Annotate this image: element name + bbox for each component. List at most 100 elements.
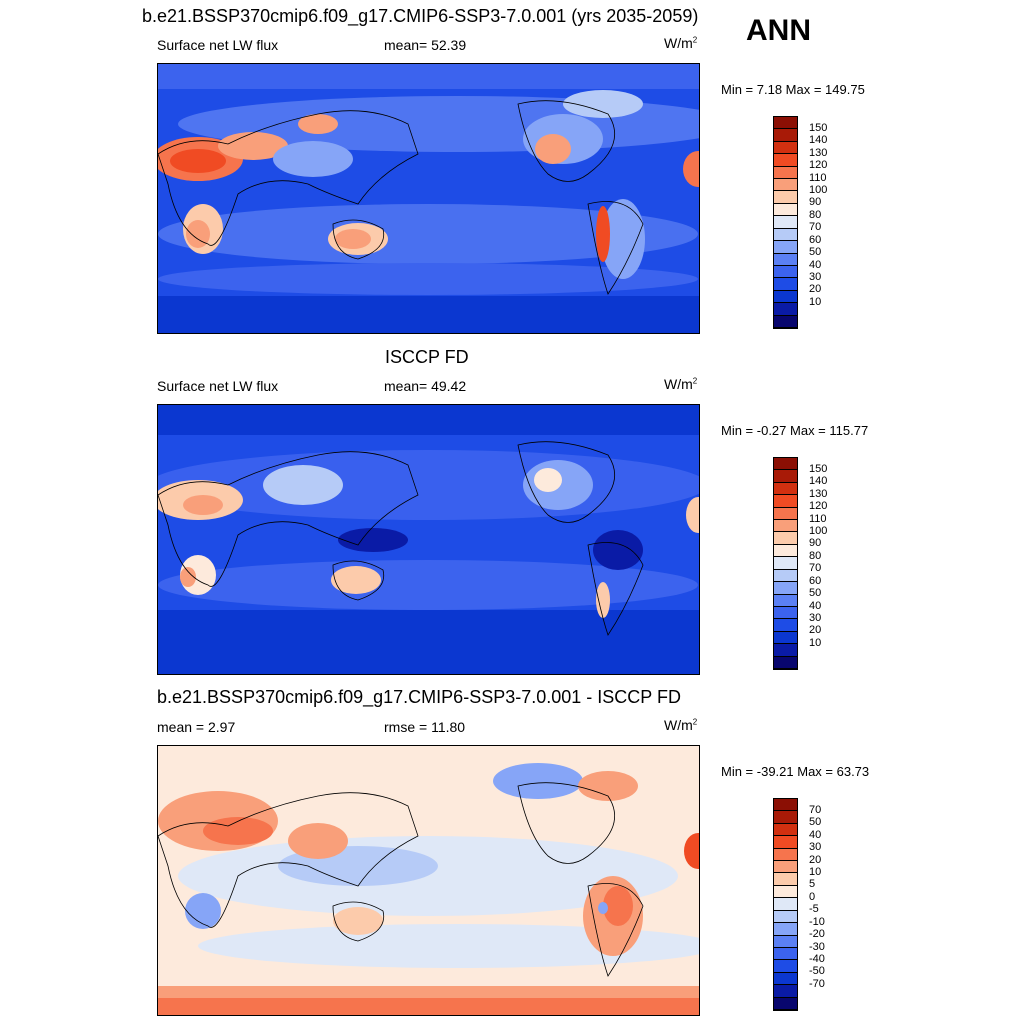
colorbar-segment <box>774 644 797 657</box>
season-label: ANN <box>746 14 811 47</box>
colorbar-tick-label: 20 <box>809 283 822 296</box>
panel2-variable-label: Surface net LW flux <box>157 378 279 394</box>
colorbar-segment <box>774 228 797 242</box>
colorbar-tick-label: 60 <box>809 233 822 246</box>
colorbar-tick-label: -30 <box>809 940 825 953</box>
colorbar-tick-label: -5 <box>809 903 819 916</box>
colorbar-tick-label: 100 <box>809 525 828 538</box>
colorbar-segment <box>774 117 797 130</box>
colorbar-segment <box>774 656 797 669</box>
colorbar-tick-label: -40 <box>809 952 825 965</box>
colorbar-tick-label: 120 <box>809 500 828 513</box>
colorbar-tick-label: 100 <box>809 184 828 197</box>
colorbar-segment <box>774 972 797 986</box>
colorbar-tick-label: 130 <box>809 146 828 159</box>
colorbar-segment <box>774 482 797 496</box>
panel2-map <box>157 404 700 675</box>
panel2-colorbar <box>773 457 798 670</box>
colorbar-tick-label: -20 <box>809 928 825 941</box>
colorbar-tick-label: 150 <box>809 463 828 475</box>
panel1-map <box>157 63 700 334</box>
colorbar-tick-label: 20 <box>809 624 822 637</box>
colorbar-segment <box>774 898 797 911</box>
colorbar-tick-label: 20 <box>809 853 822 866</box>
colorbar-segment <box>774 544 797 558</box>
colorbar-segment <box>774 520 797 533</box>
panel1-colorbar <box>773 116 798 329</box>
colorbar-tick-label: 5 <box>809 878 816 891</box>
colorbar-segment <box>774 985 797 998</box>
colorbar-tick-label: 30 <box>809 270 822 283</box>
panel3-colorbar <box>773 798 798 1011</box>
colorbar-tick-label: 150 <box>809 122 828 134</box>
panel3-units: W/m2 <box>664 717 698 733</box>
colorbar-tick-label: 90 <box>809 537 822 550</box>
colorbar-segment <box>774 265 797 279</box>
colorbar-segment <box>774 910 797 924</box>
colorbar-tick-label: 90 <box>809 196 822 209</box>
panel2-mean-label: mean= 49.42 <box>384 378 467 394</box>
colorbar-tick-label: -50 <box>809 965 825 978</box>
colorbar-tick-label: 30 <box>809 611 822 624</box>
colorbar-segment <box>774 470 797 483</box>
colorbar-segment <box>774 303 797 316</box>
colorbar-segment <box>774 191 797 204</box>
colorbar-segment <box>774 997 797 1010</box>
panel1-minmax: Min = 7.18 Max = 149.75 <box>721 82 865 97</box>
colorbar-segment <box>774 253 797 266</box>
colorbar-tick-label: 110 <box>809 171 827 184</box>
colorbar-segment <box>774 141 797 155</box>
colorbar-tick-label: -10 <box>809 915 825 928</box>
colorbar-tick-label: 130 <box>809 487 828 500</box>
colorbar-tick-label: 60 <box>809 574 822 587</box>
colorbar-segment <box>774 315 797 328</box>
panel3-minmax: Min = -39.21 Max = 63.73 <box>721 764 870 779</box>
colorbar-segment <box>774 885 797 899</box>
colorbar-segment <box>774 836 797 849</box>
panel1-variable-label: Surface net LW flux <box>157 37 279 53</box>
colorbar-tick-label: 50 <box>809 587 822 600</box>
colorbar-tick-label: -70 <box>809 977 825 990</box>
panel2-minmax: Min = -0.27 Max = 115.77 <box>721 423 869 438</box>
colorbar-segment <box>774 799 797 812</box>
colorbar-segment <box>774 557 797 570</box>
colorbar-tick-label: 30 <box>809 841 822 854</box>
colorbar-segment <box>774 960 797 973</box>
colorbar-segment <box>774 947 797 961</box>
colorbar-segment <box>774 507 797 521</box>
colorbar-segment <box>774 278 797 291</box>
colorbar-segment <box>774 848 797 862</box>
colorbar-segment <box>774 458 797 471</box>
panel1-mean-label: mean= 52.39 <box>384 37 467 53</box>
colorbar-tick-label: 40 <box>809 828 822 841</box>
colorbar-tick-label: 120 <box>809 159 828 172</box>
panel3-rmse-label: rmse = 11.80 <box>384 719 466 735</box>
colorbar-segment <box>774 606 797 620</box>
colorbar-segment <box>774 129 797 142</box>
panel2-title: ISCCP FD <box>385 347 469 367</box>
colorbar-tick-label: 80 <box>809 208 822 221</box>
colorbar-tick-label: 140 <box>809 475 828 488</box>
colorbar-tick-label: 40 <box>809 599 822 612</box>
colorbar-segment <box>774 823 797 837</box>
colorbar-tick-label: 10 <box>809 636 822 649</box>
colorbar-segment <box>774 619 797 632</box>
colorbar-segment <box>774 216 797 229</box>
colorbar-segment <box>774 532 797 545</box>
colorbar-segment <box>774 811 797 824</box>
panel3-map <box>157 745 700 1016</box>
panel2-units: W/m2 <box>664 376 698 392</box>
colorbar-segment <box>774 582 797 595</box>
colorbar-tick-label: 70 <box>809 221 822 234</box>
colorbar-segment <box>774 631 797 645</box>
panel1-units: W/m2 <box>664 35 698 51</box>
colorbar-tick-label: 0 <box>809 890 816 903</box>
colorbar-tick-label: 140 <box>809 134 828 147</box>
colorbar-segment <box>774 873 797 886</box>
colorbar-tick-label: 10 <box>809 295 822 308</box>
colorbar-tick-label: 70 <box>809 804 822 816</box>
colorbar-tick-label: 10 <box>809 866 822 879</box>
colorbar-segment <box>774 166 797 180</box>
colorbar-segment <box>774 203 797 217</box>
panel3-title: b.e21.BSSP370cmip6.f09_g17.CMIP6-SSP3-7.… <box>157 687 681 707</box>
